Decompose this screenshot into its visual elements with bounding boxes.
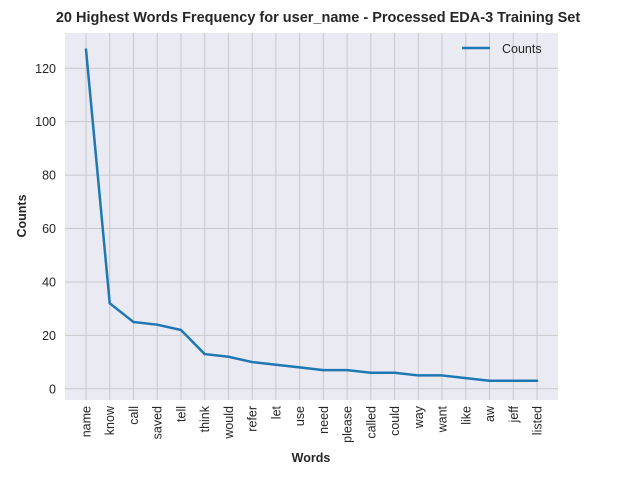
legend-label: Counts (502, 42, 542, 56)
legend: Counts (462, 42, 542, 56)
data-point (298, 366, 301, 369)
data-point (108, 302, 111, 305)
y-tick-label: 120 (35, 62, 56, 76)
y-tick-label: 100 (35, 115, 56, 129)
x-axis-ticks: name know call saved tell think would refer let u… (80, 405, 545, 443)
x-tick-label: tell (174, 406, 188, 422)
data-point (488, 379, 491, 382)
data-point (250, 360, 254, 364)
x-tick-label: please (341, 406, 355, 443)
x-tick-label: use (293, 406, 307, 426)
data-point (345, 368, 349, 372)
data-point (179, 328, 183, 332)
series-layer (84, 48, 539, 383)
y-tick-label: 60 (42, 222, 56, 236)
data-point (227, 355, 230, 358)
x-tick-label: think (198, 405, 212, 432)
x-tick-label: listed (531, 406, 545, 435)
grid-lines (65, 33, 558, 400)
x-tick-label: know (103, 405, 117, 435)
data-point (156, 323, 159, 326)
data-point (535, 379, 539, 382)
x-tick-label: could (388, 406, 402, 436)
x-tick-label: jeff (507, 405, 521, 423)
x-tick-label: want (436, 405, 450, 433)
x-tick-label: call (127, 406, 141, 425)
data-point (274, 363, 278, 366)
series-line (84, 48, 539, 383)
data-point (322, 368, 325, 372)
y-tick-label: 20 (42, 329, 56, 343)
data-point (512, 379, 515, 382)
data-point (393, 371, 396, 374)
data-point (369, 371, 373, 374)
y-tick-label: 80 (42, 169, 56, 183)
x-tick-label: way (412, 405, 426, 429)
x-tick-label: need (317, 406, 331, 434)
x-axis-label: Words (292, 451, 331, 465)
x-tick-label: like (459, 406, 473, 425)
y-tick-label: 40 (42, 275, 56, 289)
data-point (84, 48, 88, 51)
y-axis-label: Counts (15, 194, 29, 237)
plot-area (65, 33, 558, 400)
data-point (203, 352, 206, 356)
data-point (464, 376, 467, 380)
x-tick-label: refer (246, 406, 260, 432)
data-point (132, 320, 135, 324)
x-tick-label: let (269, 405, 283, 419)
x-tick-label: would (222, 406, 236, 440)
x-tick-label: name (80, 406, 94, 437)
data-point (417, 374, 420, 377)
chart-title: 20 Highest Words Frequency for user_name… (56, 10, 580, 26)
x-tick-label: saved (151, 406, 165, 439)
x-tick-label: aw (483, 405, 497, 422)
y-tick-label: 0 (49, 382, 56, 396)
y-axis-ticks: 0 20 40 60 80 100 120 (35, 62, 56, 397)
x-tick-label: called (364, 406, 378, 439)
data-point (440, 374, 444, 377)
